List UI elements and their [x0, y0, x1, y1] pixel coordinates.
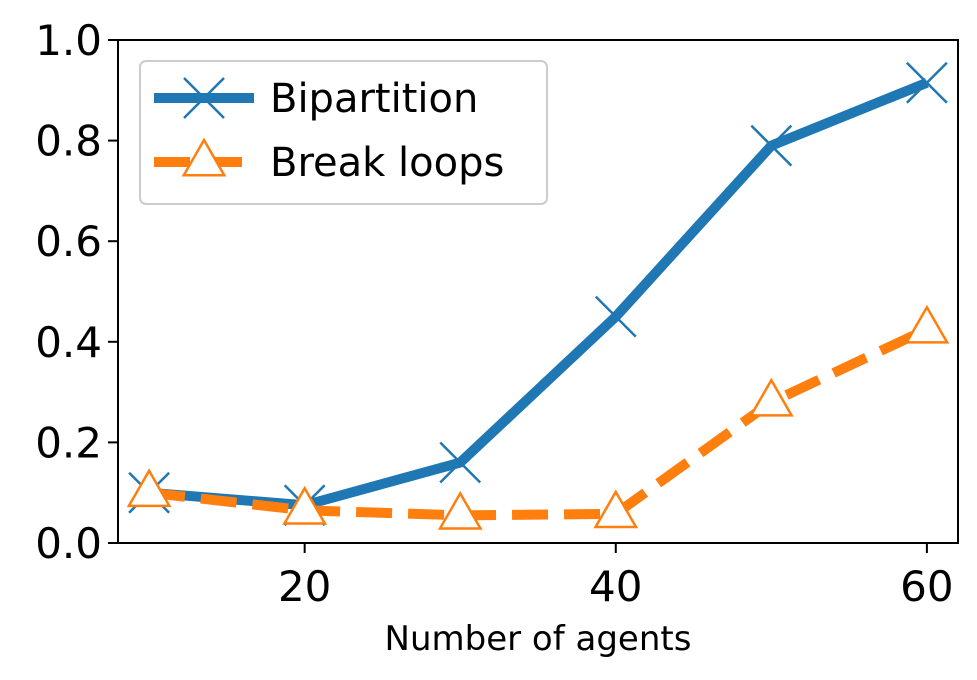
x-tick-label: 60	[900, 562, 953, 611]
legend-label: Break loops	[270, 140, 504, 186]
legend-label: Bipartition	[270, 76, 478, 122]
data-point-x-marker	[183, 77, 225, 119]
data-point-triangle-marker	[904, 304, 950, 344]
data-point-x-marker	[439, 441, 482, 484]
y-tick-label: 0.0	[35, 519, 102, 568]
y-tick-label: 0.4	[35, 318, 102, 367]
y-tick-label: 1.0	[35, 16, 102, 65]
data-point-triangle-marker	[593, 489, 639, 529]
y-tick-label: 0.6	[35, 217, 102, 266]
data-point-triangle-marker	[748, 377, 794, 417]
data-point-x-marker	[906, 61, 948, 104]
data-point-triangle-marker	[181, 137, 227, 177]
data-point-x-marker	[750, 124, 793, 167]
y-tick-label: 0.2	[35, 418, 102, 467]
data-point-triangle-marker	[282, 485, 328, 525]
x-tick-label: 40	[589, 562, 642, 611]
y-tick-label: 0.8	[35, 117, 102, 166]
y-axis: 0.0 0.2 0.4 0.6 0.8 1.0	[35, 16, 118, 568]
plot-area-frame	[117, 39, 959, 544]
data-point-x-marker	[594, 295, 637, 338]
marker-layer	[126, 61, 950, 530]
x-tick-label: 20	[278, 562, 331, 611]
series-layer	[148, 78, 930, 521]
x-axis: 20 40 60	[278, 543, 954, 611]
data-point-triangle-marker	[437, 490, 483, 530]
x-axis-title: Number of agents	[385, 619, 692, 659]
legend: Bipartition Break loops	[139, 60, 548, 205]
data-point-triangle-marker	[126, 468, 172, 508]
series-line-break-loops	[148, 324, 930, 521]
